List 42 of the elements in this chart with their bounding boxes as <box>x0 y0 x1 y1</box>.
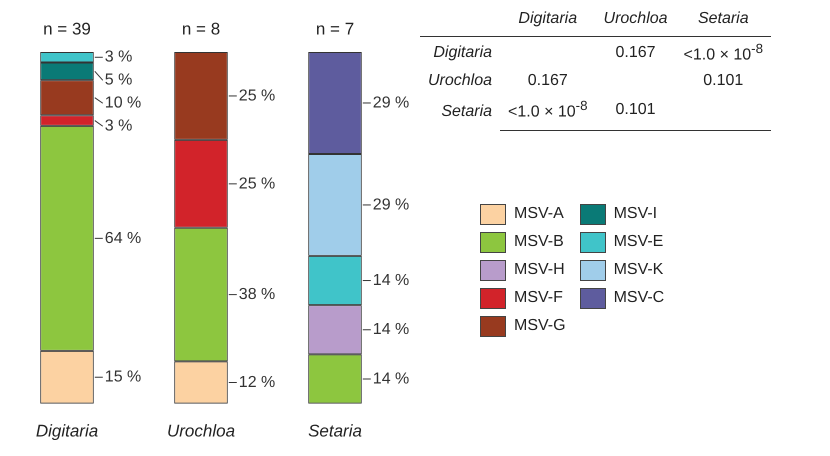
x-tick-label: Digitaria <box>36 422 98 441</box>
data-label: 25 % <box>238 87 276 104</box>
data-label: 64 % <box>104 230 142 247</box>
annotation: n = 39 <box>43 20 91 39</box>
data-label: 14 % <box>372 321 410 338</box>
x-tick-label: Setaria <box>308 422 362 441</box>
category-label: Digitaria <box>500 6 596 36</box>
data-label: 14 % <box>372 370 410 388</box>
text: 0.101 <box>616 100 656 118</box>
legend-label: MSV-F <box>514 289 563 307</box>
legend-label: MSV-B <box>514 233 564 251</box>
legend-label: MSV-H <box>514 261 565 279</box>
data-label: 14 % <box>372 272 410 289</box>
data-label: 38 % <box>238 286 276 304</box>
legend-label: MSV-E <box>614 233 664 251</box>
annotation: n = 7 <box>316 20 354 39</box>
data-label: 3 % <box>104 118 132 135</box>
legend-label: MSV-K <box>614 261 664 279</box>
text: <1.0 × 10$^{-8}$ <box>508 98 588 121</box>
text: 0.167 <box>616 44 656 61</box>
text: 0.167 <box>528 72 568 90</box>
annotation: n = 8 <box>182 20 220 39</box>
x-tick-label: Urochloa <box>166 422 236 441</box>
category-label: Setaria <box>441 103 492 120</box>
data-label: 3 % <box>104 48 132 66</box>
category-label: Urochloa <box>428 72 492 90</box>
data-label: 25 % <box>238 175 276 192</box>
data-label: 12 % <box>238 374 276 391</box>
data-label: 5 % <box>104 72 132 89</box>
category-label: Setaria <box>676 6 772 36</box>
data-label: 29 % <box>372 196 410 214</box>
data-label: 15 % <box>104 368 142 386</box>
legend-label: MSV-G <box>514 317 566 335</box>
legend-label: MSV-A <box>514 205 564 223</box>
text: <1.0 × 10$^{-8}$ <box>684 41 764 64</box>
data-label: 29 % <box>372 94 410 112</box>
data-label: 10 % <box>104 94 142 112</box>
text: 0.101 <box>703 72 744 90</box>
category-label: Urochloa <box>596 6 676 36</box>
legend-label: MSV-C <box>614 289 664 307</box>
legend-label: MSV-I <box>614 205 658 223</box>
category-label: Digitaria <box>433 44 492 61</box>
